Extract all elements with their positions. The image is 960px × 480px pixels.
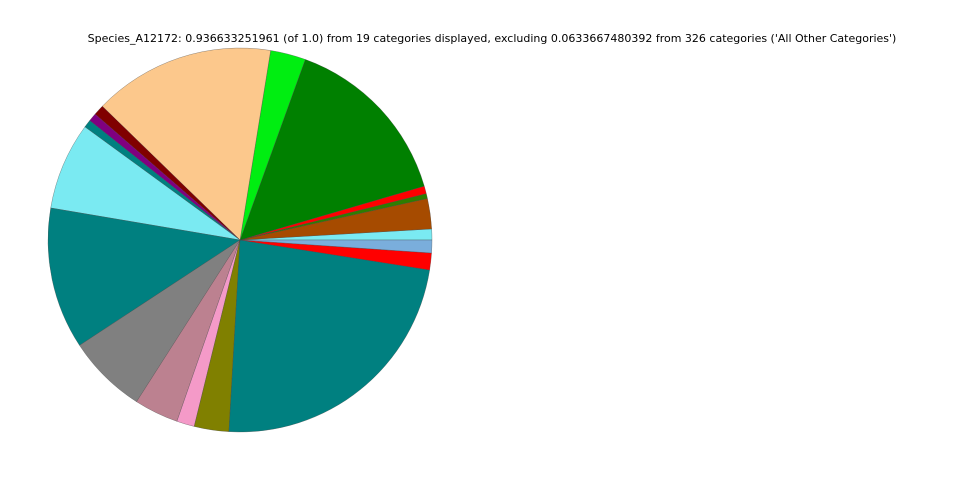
- pie-slice: [239, 59, 425, 241]
- chart-title: Species_A12172: 0.936633251961 (of 1.0) …: [88, 32, 897, 45]
- pie-slice: [239, 239, 433, 254]
- pie-slice: [102, 47, 271, 241]
- pie-slice: [228, 239, 430, 433]
- pie-slice: [47, 207, 241, 346]
